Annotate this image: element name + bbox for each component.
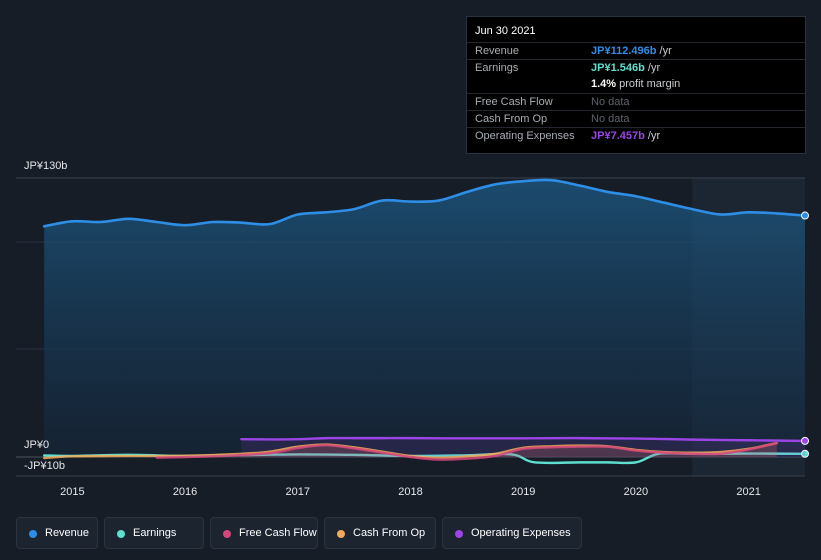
- x-tick-label: 2018: [398, 486, 423, 498]
- legend-item-cash-from-op[interactable]: Cash From Op: [324, 517, 436, 549]
- y-axis-bottom-label: -JP¥10b: [24, 460, 65, 472]
- x-tick-label: 2015: [60, 486, 85, 498]
- tooltip-row-label: Earnings: [475, 62, 519, 74]
- earnings-end-point: [801, 449, 809, 458]
- tooltip-row-value: 1.4% profit margin: [591, 78, 681, 90]
- tooltip-row-value: JP¥7.457b /yr: [591, 130, 661, 142]
- legend-dot-icon: [223, 530, 231, 538]
- legend-label: Cash From Op: [353, 527, 426, 539]
- tooltip-row-value: JP¥1.546b /yr: [591, 62, 661, 74]
- legend-label: Revenue: [45, 527, 90, 539]
- operating-expenses-end-point: [801, 436, 809, 445]
- revenue-line: [42, 178, 807, 228]
- x-tick-label: 2020: [623, 486, 649, 498]
- tooltip-row-label: Free Cash Flow: [475, 96, 553, 108]
- legend-label: Free Cash Flow: [239, 527, 317, 539]
- y-axis-zero-label: JP¥0: [24, 439, 50, 451]
- tooltip-row-value: JP¥112.496b /yr: [591, 45, 672, 57]
- legend-item-earnings[interactable]: Earnings: [104, 517, 204, 549]
- tooltip-row-value: No data: [591, 113, 630, 125]
- legend-label: Earnings: [133, 527, 177, 539]
- legend-label: Operating Expenses: [471, 527, 571, 539]
- tooltip-row-value: No data: [591, 96, 630, 108]
- tooltip-row: Cash From Op No data: [467, 110, 807, 127]
- x-tick-label: 2016: [172, 486, 198, 498]
- revenue-area: [44, 179, 805, 458]
- tooltip-row: Revenue JP¥112.496b /yr: [467, 42, 807, 59]
- legend-dot-icon: [29, 530, 37, 538]
- tooltip-date: Jun 30 2021: [475, 25, 536, 37]
- y-axis-top-label: JP¥130b: [24, 160, 68, 172]
- tooltip-row: 1.4% profit margin: [467, 76, 807, 93]
- tooltip-row-label: Operating Expenses: [475, 130, 575, 142]
- legend-item-operating-expenses[interactable]: Operating Expenses: [442, 517, 582, 549]
- tooltip-row: Free Cash Flow No data: [467, 93, 807, 110]
- legend-item-free-cash-flow[interactable]: Free Cash Flow: [210, 517, 318, 549]
- x-tick-label: 2019: [510, 486, 536, 498]
- legend-dot-icon: [117, 530, 125, 538]
- tooltip-panel: Jun 30 2021 Revenue JP¥112.496b /yr Earnin…: [466, 16, 807, 154]
- tooltip-row-label: Revenue: [475, 45, 520, 57]
- x-tick-label: 2021: [736, 486, 761, 498]
- revenue-end-point: [801, 211, 809, 220]
- operating-expenses-line: [240, 436, 807, 443]
- legend-dot-icon: [455, 530, 463, 538]
- tooltip-row-label: Cash From Op: [475, 113, 548, 125]
- legend-dot-icon: [337, 530, 345, 538]
- tooltip-row: Operating Expenses JP¥7.457b /yr: [467, 127, 807, 144]
- free-cash-flow-line: [155, 441, 779, 461]
- legend-item-revenue[interactable]: Revenue: [16, 517, 98, 549]
- x-tick-label: 2017: [285, 486, 311, 498]
- tooltip-row: Earnings JP¥1.546b /yr: [467, 59, 807, 76]
